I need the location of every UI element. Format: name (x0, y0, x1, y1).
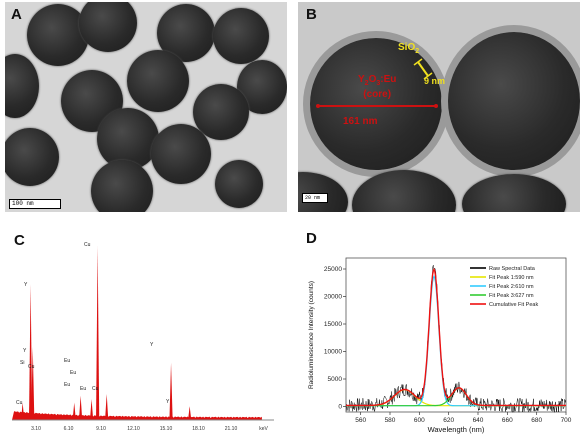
panel-b-tem-image: B SiO2 9 nm Y2O3:Eu (core) 161 nm 20 nm (298, 2, 580, 212)
eds-peak-label: Cu (84, 242, 91, 248)
nanoparticle (213, 8, 269, 64)
eds-peak-label: Y (23, 348, 27, 354)
nanoparticle (27, 4, 89, 66)
scale-bar: 100 nm (9, 199, 61, 209)
nanoparticle (5, 54, 39, 118)
nanoparticle (151, 124, 211, 184)
nanoparticle (79, 2, 137, 52)
eds-x-tick: 6.10 (64, 426, 74, 432)
eds-peak (31, 346, 35, 420)
nanoparticle (215, 160, 263, 208)
panel-d-rl-spectrum: D 560 580 600 620 640 660 680 700 0 5000 10000 1500… (300, 228, 584, 436)
rl-y-tick-label: 15000 (324, 321, 342, 328)
core-label-sub2: 3 (376, 80, 381, 87)
nanoparticle (193, 84, 249, 140)
eds-peak (28, 381, 33, 420)
rl-legend-label: Fit Peak 3:627 nm (489, 293, 534, 299)
rl-x-tick-label: 620 (443, 417, 454, 424)
rl-x-tick-label: 600 (414, 417, 425, 424)
eds-peak-label: Cu (92, 386, 99, 392)
panel-c-eds-spectrum: C Cu Y Y Si Cu Eu Eu Eu Eu Cu Cu Y Y 3.10 6.10 9.10 12.1… (4, 228, 290, 436)
eds-x-tick: 12.10 (127, 426, 140, 432)
eds-peak-label: Y (166, 399, 170, 405)
panel-a-letter: A (11, 6, 22, 23)
rl-y-tick-label: 10000 (324, 349, 342, 356)
shell-label: SiO2 (398, 42, 419, 55)
panel-b-letter: B (306, 6, 317, 23)
eds-peak (29, 284, 33, 420)
rl-raw-series (345, 265, 566, 413)
eds-peak-label: Y (150, 342, 154, 348)
rl-y-tick-label: 0 (338, 404, 342, 411)
nanoparticle (91, 160, 153, 212)
rl-plot-frame (345, 257, 567, 413)
eds-peak (72, 402, 76, 420)
eds-peak (188, 406, 192, 420)
eds-x-tick: 9.10 (96, 426, 106, 432)
shell-thickness-marker (417, 61, 429, 77)
eds-x-tick: 21.10 (225, 426, 238, 432)
panel-c-letter: C (14, 232, 25, 249)
rl-y-axis-label: Radioluminescence Intensity (counts) (308, 281, 315, 389)
rl-legend-label: Fit Peak 1:590 nm (489, 275, 534, 281)
eds-peak (105, 393, 109, 420)
shell-thickness-tick (423, 72, 433, 80)
shell-thickness-label: 9 nm (424, 76, 446, 86)
rl-x-axis-label: Wavelength (nm) (428, 425, 485, 434)
eds-peak (21, 402, 25, 420)
diameter-end (434, 104, 438, 108)
core-label-rest: :Eu (380, 74, 397, 85)
eds-peak-label: Cu (16, 400, 23, 406)
shell-label-text: SiO (398, 42, 416, 53)
panel-d-letter: D (306, 230, 317, 247)
eds-x-tick: 15.10 (160, 426, 173, 432)
nanoparticle (127, 50, 189, 112)
eds-peak-label: Si (20, 360, 24, 366)
rl-x-tick-label: 680 (531, 417, 542, 424)
rl-legend-label: Raw Spectral Data (489, 266, 536, 272)
core-label-y: Y (358, 74, 365, 85)
nanoparticle (5, 128, 59, 186)
shell-label-sub: 2 (415, 48, 420, 55)
eds-x-tick: keV (259, 426, 268, 432)
eds-peak (169, 362, 173, 420)
eds-peak (79, 395, 83, 420)
shell-thickness-tick (413, 58, 423, 66)
rl-y-tick-label: 5000 (328, 376, 343, 383)
eds-background (12, 411, 262, 420)
eds-peak-label: Cu (28, 364, 35, 370)
nanoparticle (97, 108, 159, 170)
rl-y-tick-label: 20000 (324, 294, 342, 301)
eds-peak (89, 399, 94, 420)
core-label-word: (core) (363, 89, 392, 100)
eds-peak-label: Eu (70, 370, 76, 376)
rl-x-tick-label: 660 (502, 417, 513, 424)
eds-peak (96, 246, 100, 420)
core-label-o: O (368, 74, 377, 85)
eds-x-tick: 18.10 (192, 426, 205, 432)
rl-y-tick-label: 25000 (324, 266, 342, 273)
rl-x-tick-label: 580 (385, 417, 396, 424)
rl-legend-label: Fit Peak 2:610 nm (489, 284, 534, 290)
eds-x-tick: 3.10 (31, 426, 41, 432)
rl-cumulative-series (346, 267, 566, 407)
diameter-end (316, 104, 320, 108)
rl-legend-label: Cumulative Fit Peak (489, 302, 538, 308)
rl-x-tick-label: 560 (355, 417, 366, 424)
rl-x-tick-label: 700 (561, 417, 572, 424)
eds-peak-label: Y (24, 282, 28, 288)
diameter-label: 161 nm (343, 116, 378, 127)
eds-peak-label: Eu (64, 382, 70, 388)
panel-a-tem-image: A 100 nm (5, 2, 287, 212)
scale-bar: 20 nm (302, 193, 328, 203)
core-label: Y2O3:Eu (core) (358, 74, 396, 100)
eds-peak-label: Eu (80, 386, 86, 392)
rl-x-tick-label: 640 (473, 417, 484, 424)
rl-chart: 560 580 600 620 640 660 680 700 0 5000 10000 15000 2… (308, 257, 572, 434)
core-shell-particle (448, 32, 580, 170)
core-label-sub1: 2 (364, 80, 369, 87)
eds-peak-label: Eu (64, 358, 70, 364)
panel-b-annotations (316, 58, 438, 108)
